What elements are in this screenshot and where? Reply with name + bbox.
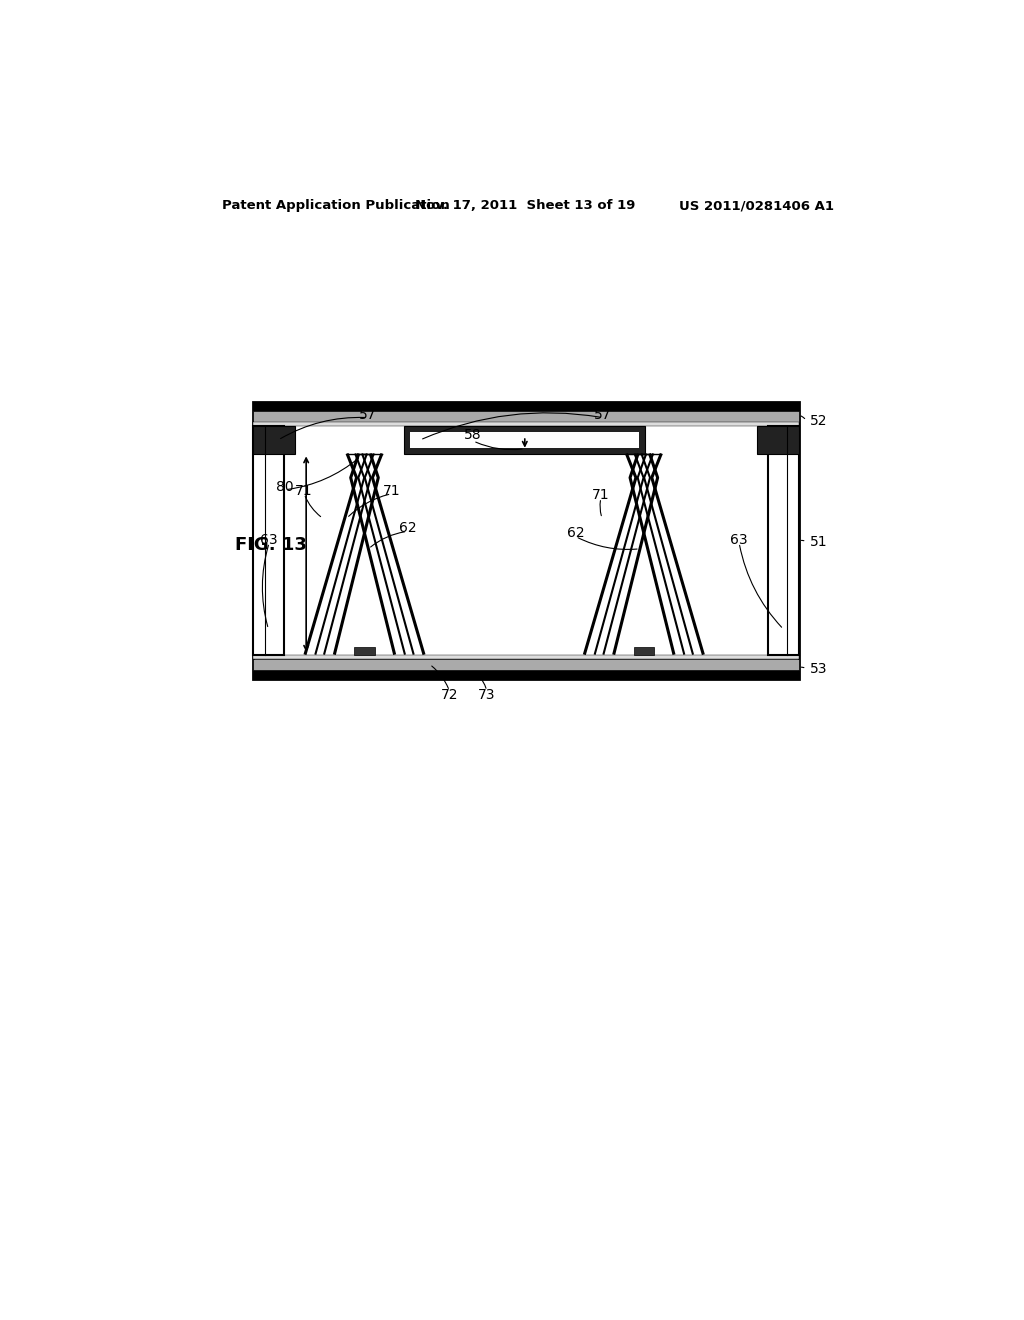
Text: 58: 58 (465, 428, 482, 442)
Bar (354, 647, 375, 655)
Text: 80: 80 (276, 479, 294, 494)
Bar (768, 426, 799, 655)
Bar (253, 411, 799, 421)
Text: 71: 71 (295, 483, 313, 498)
Bar (253, 426, 295, 454)
Text: 73: 73 (478, 688, 496, 702)
Text: 62: 62 (566, 527, 585, 540)
Text: 53: 53 (810, 661, 827, 676)
Text: 71: 71 (383, 483, 400, 498)
Text: 51: 51 (810, 535, 827, 549)
Bar (253, 403, 799, 678)
Bar (253, 421, 799, 426)
Text: 71: 71 (592, 488, 610, 502)
Text: 57: 57 (359, 408, 377, 421)
Bar (411, 432, 639, 447)
Bar (253, 671, 799, 678)
Text: 72: 72 (440, 688, 458, 702)
Text: 63: 63 (730, 532, 748, 546)
Bar (253, 660, 799, 671)
Bar (758, 426, 799, 454)
Bar (253, 403, 799, 411)
Text: Patent Application Publication: Patent Application Publication (221, 199, 450, 213)
Text: 62: 62 (398, 521, 416, 536)
Bar (634, 647, 654, 655)
Text: 52: 52 (810, 413, 827, 428)
Text: FIG. 13: FIG. 13 (236, 536, 307, 553)
Bar (253, 655, 799, 660)
Text: 63: 63 (260, 532, 279, 546)
Text: US 2011/0281406 A1: US 2011/0281406 A1 (679, 199, 835, 213)
Text: Nov. 17, 2011  Sheet 13 of 19: Nov. 17, 2011 Sheet 13 of 19 (415, 199, 635, 213)
Bar (404, 426, 645, 454)
Text: 57: 57 (594, 408, 611, 421)
Bar (253, 426, 284, 655)
